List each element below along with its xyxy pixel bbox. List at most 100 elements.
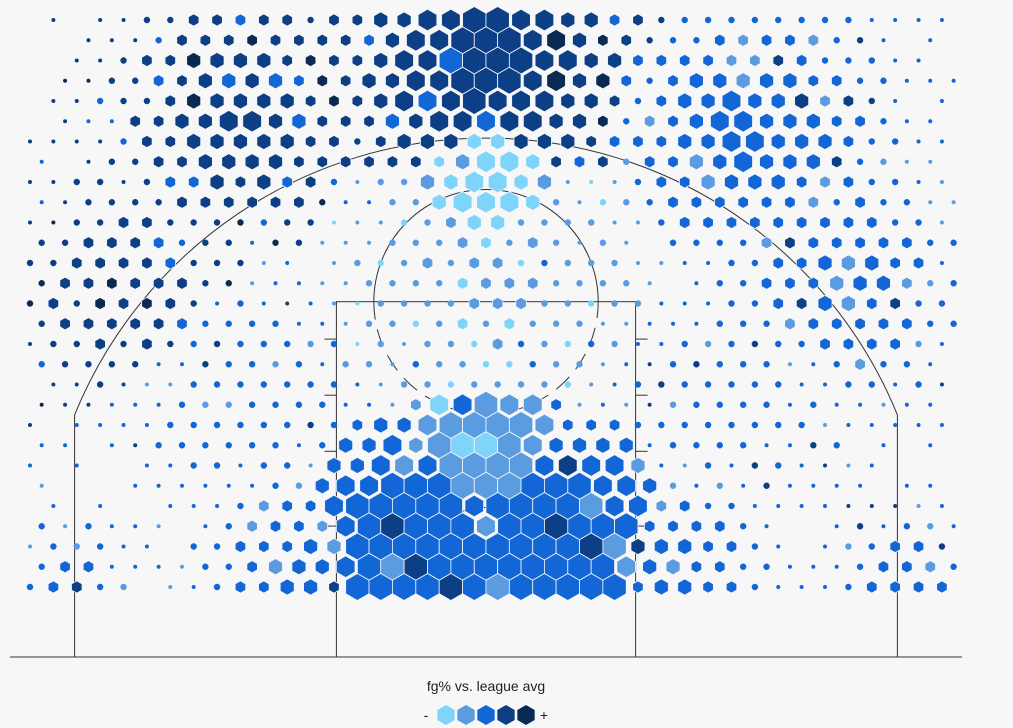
shot-hex — [303, 537, 319, 556]
shot-hex — [712, 72, 728, 90]
shot-dot — [85, 523, 92, 530]
shot-dot — [834, 564, 839, 569]
shot-dot — [927, 239, 934, 246]
shot-dot — [63, 200, 68, 205]
shot-dot — [213, 219, 221, 226]
shot-dot — [834, 524, 839, 529]
shot-dot — [904, 78, 909, 83]
shot-hex — [117, 256, 130, 270]
shot-hex — [667, 155, 679, 169]
shot-hex — [141, 256, 153, 270]
shot-dot — [51, 382, 56, 387]
shot-dot — [776, 504, 781, 508]
shot-dot — [669, 361, 677, 368]
shot-hex — [831, 317, 843, 331]
shot-hex — [572, 436, 587, 454]
shot-hex — [679, 215, 691, 230]
shot-dot — [856, 563, 864, 570]
shot-dot — [96, 219, 104, 226]
shot-dot — [928, 38, 933, 43]
free-throw-circle-top — [373, 189, 599, 302]
shot-hex — [197, 112, 213, 130]
shot-dot — [623, 158, 630, 165]
shot-dot — [552, 199, 560, 206]
shot-dot — [237, 259, 244, 267]
shot-hex — [842, 134, 855, 149]
shot-hex — [770, 92, 786, 110]
shot-dot — [564, 219, 572, 226]
shot-hex — [117, 296, 130, 311]
shot-dot — [856, 158, 864, 165]
shot-hex — [632, 53, 644, 68]
shot-hex — [164, 175, 176, 189]
shot-hex — [866, 580, 878, 594]
shot-hex — [831, 74, 843, 88]
shot-hex — [269, 519, 282, 533]
shot-hex — [59, 560, 71, 574]
shot-hex — [340, 155, 352, 169]
shot-hex — [560, 11, 576, 29]
shot-hex — [351, 53, 364, 68]
shot-dot — [799, 463, 804, 468]
shot-hex — [642, 477, 658, 495]
shot-dot — [868, 543, 875, 550]
shot-hex — [901, 317, 913, 331]
shot-dot — [552, 239, 560, 246]
shot-dot — [951, 524, 956, 529]
shot-dot — [226, 483, 231, 488]
shot-dot — [319, 442, 326, 449]
shot-dot — [858, 483, 863, 488]
shot-dot — [156, 564, 161, 569]
shot-dot — [179, 483, 184, 488]
shot-dot — [308, 463, 313, 468]
shot-hex — [188, 13, 200, 27]
shot-dot — [881, 402, 886, 407]
shot-dot — [845, 57, 852, 64]
shot-hex — [361, 436, 377, 454]
shot-hex — [209, 92, 225, 110]
shot-dot — [517, 259, 525, 267]
shot-dot — [646, 199, 653, 206]
shot-dot — [435, 239, 443, 246]
shot-dot — [98, 58, 103, 63]
shot-dot — [646, 77, 653, 84]
shot-hex — [209, 51, 225, 70]
shot-dot — [763, 401, 770, 408]
shot-hex — [233, 132, 248, 151]
shot-hex — [129, 236, 141, 250]
shot-hex — [702, 580, 714, 594]
shot-dot — [904, 119, 909, 124]
shot-dot — [950, 320, 957, 327]
shot-hex — [490, 213, 506, 232]
shot-dot — [482, 361, 490, 368]
shot-dot — [823, 382, 828, 387]
shot-hex — [279, 578, 295, 596]
shot-hex — [840, 294, 856, 313]
shot-hex — [912, 580, 925, 594]
shot-dot — [307, 421, 314, 429]
shot-hex — [725, 539, 738, 554]
shot-hex — [572, 72, 587, 90]
shot-dot — [787, 564, 792, 569]
shot-dot — [589, 382, 594, 387]
shot-dot — [506, 239, 513, 246]
shot-dot — [435, 280, 443, 287]
legend-swatch — [517, 705, 535, 725]
shot-dot — [342, 361, 349, 368]
shot-dot — [343, 321, 348, 326]
legend-swatch — [437, 705, 455, 725]
shot-dot — [74, 139, 79, 144]
shot-dot — [28, 463, 32, 468]
shot-hex — [197, 153, 213, 171]
shot-dot — [682, 463, 687, 468]
shot-dot — [237, 502, 244, 510]
shot-dot — [320, 240, 325, 245]
shot-hex — [141, 53, 153, 68]
shot-dot — [202, 442, 209, 449]
shot-hex — [534, 49, 555, 72]
shot-dot — [682, 301, 687, 306]
shot-dot — [669, 482, 677, 489]
shot-dot — [776, 585, 781, 589]
shot-dot — [424, 381, 431, 388]
shot-dot — [903, 361, 911, 368]
